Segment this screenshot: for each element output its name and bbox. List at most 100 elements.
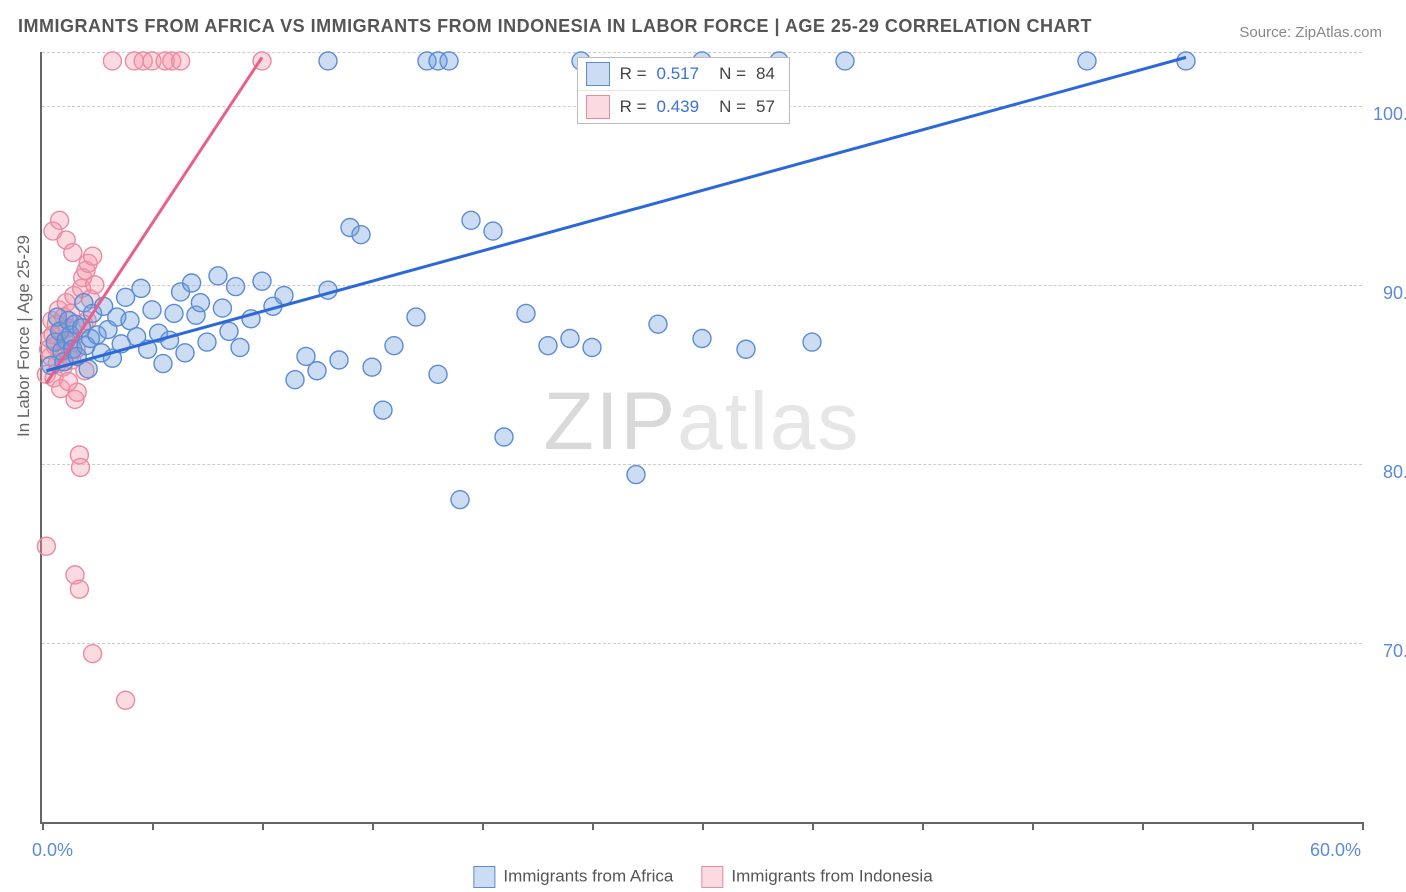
point-africa <box>627 466 645 484</box>
swatch-pink <box>701 866 723 888</box>
chart-title: IMMIGRANTS FROM AFRICA VS IMMIGRANTS FRO… <box>18 16 1092 37</box>
swatch-blue <box>473 866 495 888</box>
point-africa <box>330 351 348 369</box>
point-africa <box>583 338 601 356</box>
x-tick <box>702 822 704 830</box>
point-africa <box>693 330 711 348</box>
legend-correlation-row: R = 0.439 N = 57 <box>578 90 789 123</box>
x-tick <box>1362 822 1364 830</box>
point-africa <box>429 365 447 383</box>
source-link[interactable]: ZipAtlas.com <box>1295 24 1382 41</box>
point-indonesia <box>37 537 55 555</box>
x-tick-label: 60.0% <box>1310 840 1361 861</box>
point-africa <box>374 401 392 419</box>
point-indonesia <box>172 52 190 70</box>
y-tick-label: 80.0% <box>1383 462 1406 483</box>
legend-bottom: Immigrants from Africa Immigrants from I… <box>473 866 932 888</box>
point-africa <box>220 322 238 340</box>
point-africa <box>132 279 150 297</box>
legend-correlation-box: R = 0.517 N = 84 R = 0.439 N = 57 <box>577 57 790 124</box>
point-indonesia <box>103 52 121 70</box>
point-africa <box>191 294 209 312</box>
point-africa <box>561 330 579 348</box>
point-africa <box>183 274 201 292</box>
point-africa <box>462 211 480 229</box>
point-africa <box>451 491 469 509</box>
x-tick <box>1252 822 1254 830</box>
point-africa <box>385 337 403 355</box>
point-africa <box>79 360 97 378</box>
legend-label-africa: Immigrants from Africa <box>503 866 673 885</box>
point-africa <box>143 301 161 319</box>
r-label: R = <box>620 64 647 84</box>
scatter-svg <box>42 52 1362 822</box>
point-africa <box>517 304 535 322</box>
point-africa <box>319 52 337 70</box>
point-africa <box>484 222 502 240</box>
point-africa <box>231 338 249 356</box>
point-africa <box>165 304 183 322</box>
point-africa <box>363 358 381 376</box>
point-africa <box>836 52 854 70</box>
x-tick <box>812 822 814 830</box>
point-africa <box>1177 52 1195 70</box>
x-tick <box>372 822 374 830</box>
point-africa <box>308 362 326 380</box>
point-africa <box>649 315 667 333</box>
x-tick <box>1032 822 1034 830</box>
point-africa <box>176 344 194 362</box>
point-africa <box>1078 52 1096 70</box>
x-tick <box>42 822 44 830</box>
y-tick-label: 90.0% <box>1383 283 1406 304</box>
y-axis-title: In Labor Force | Age 25-29 <box>14 235 34 437</box>
swatch-pink <box>586 95 610 119</box>
point-africa <box>213 299 231 317</box>
swatch-blue <box>586 62 610 86</box>
point-africa <box>803 333 821 351</box>
n-label: N = <box>719 64 746 84</box>
r-label: R = <box>620 97 647 117</box>
legend-item-africa: Immigrants from Africa <box>473 866 673 888</box>
point-africa <box>154 355 172 373</box>
legend-item-indonesia: Immigrants from Indonesia <box>701 866 932 888</box>
point-indonesia <box>86 276 104 294</box>
point-africa <box>539 337 557 355</box>
plot-area: In Labor Force | Age 25-29 ZIPatlas R =0… <box>40 52 1362 824</box>
x-tick-label: 0.0% <box>32 840 73 861</box>
point-africa <box>286 371 304 389</box>
point-indonesia <box>117 691 135 709</box>
n-label: N = <box>719 97 746 117</box>
point-africa <box>352 226 370 244</box>
point-africa <box>253 272 271 290</box>
point-indonesia <box>68 383 86 401</box>
point-indonesia <box>70 580 88 598</box>
x-tick <box>1142 822 1144 830</box>
point-indonesia <box>64 244 82 262</box>
point-indonesia <box>51 211 69 229</box>
r-value: 0.517 <box>657 64 700 84</box>
point-indonesia <box>84 645 102 663</box>
r-value: 0.439 <box>657 97 700 117</box>
x-tick <box>152 822 154 830</box>
source-prefix: Source: <box>1239 24 1295 41</box>
point-indonesia <box>72 458 90 476</box>
n-value: 84 <box>756 64 775 84</box>
point-africa <box>440 52 458 70</box>
legend-label-indonesia: Immigrants from Indonesia <box>731 866 932 885</box>
point-africa <box>198 333 216 351</box>
point-africa <box>227 278 245 296</box>
x-tick <box>922 822 924 830</box>
x-tick <box>482 822 484 830</box>
point-africa <box>121 312 139 330</box>
chart-container: IMMIGRANTS FROM AFRICA VS IMMIGRANTS FRO… <box>0 0 1406 892</box>
x-tick <box>592 822 594 830</box>
point-africa <box>495 428 513 446</box>
point-africa <box>737 340 755 358</box>
point-africa <box>275 287 293 305</box>
y-tick-label: 100.0% <box>1373 104 1406 125</box>
n-value: 57 <box>756 97 775 117</box>
point-indonesia <box>84 247 102 265</box>
legend-correlation-row: R = 0.517 N = 84 <box>578 58 789 90</box>
y-tick-label: 70.0% <box>1383 641 1406 662</box>
point-africa <box>209 267 227 285</box>
